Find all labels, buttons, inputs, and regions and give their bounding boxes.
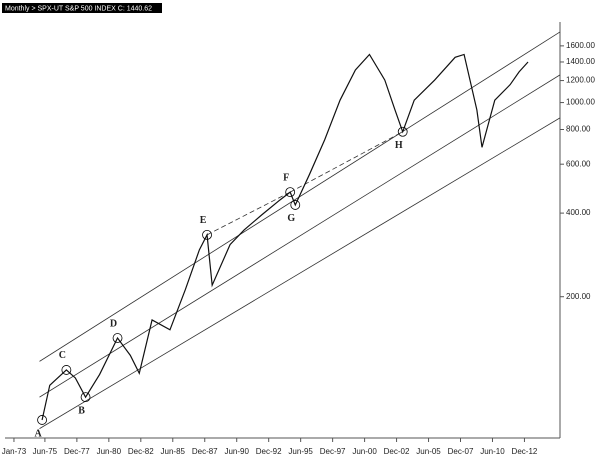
x-tick-label: Jun-05 xyxy=(416,447,441,456)
y-tick-label: 800.00 xyxy=(566,125,591,134)
annotation-circle xyxy=(112,333,123,343)
annotation-label: E xyxy=(200,215,207,226)
chart-title: Monthly > SPX-UT S&P 500 INDEX C: 1440.6… xyxy=(5,5,152,12)
x-tick-label: Dec-97 xyxy=(320,447,346,456)
x-tick-label: Dec-82 xyxy=(128,447,154,456)
trendline xyxy=(39,117,561,429)
price-line xyxy=(41,53,529,421)
y-tick-label: 400.00 xyxy=(566,208,591,217)
annotation-circle xyxy=(397,126,408,137)
annotation-label: G xyxy=(287,213,295,224)
annotation-circle xyxy=(80,392,91,403)
annotation-circle xyxy=(37,415,47,425)
x-tick-label: Dec-12 xyxy=(512,447,538,456)
x-tick-label: Jun-85 xyxy=(161,447,186,456)
x-tick-label: Dec-77 xyxy=(64,447,90,456)
annotation-label: D xyxy=(110,318,117,329)
annotation-label: F xyxy=(283,172,289,183)
annotation-label: A xyxy=(34,428,42,439)
annotation-label: H xyxy=(395,140,403,151)
y-tick-label: 1400.00 xyxy=(566,57,595,66)
trendline xyxy=(39,74,561,398)
x-tick-label: Dec-02 xyxy=(384,447,410,456)
annotation-circle xyxy=(285,187,296,198)
annotation-label: C xyxy=(59,350,66,361)
y-tick-label: 200.00 xyxy=(566,292,591,301)
x-tick-label: Jun-95 xyxy=(288,447,313,456)
x-tick-label: Jun-75 xyxy=(33,447,58,456)
x-tick-label: Jun-90 xyxy=(224,447,249,456)
x-tick-label: Dec-92 xyxy=(256,447,282,456)
x-tick-label: Jun-10 xyxy=(480,447,505,456)
x-tick-label: Dec-87 xyxy=(192,447,218,456)
y-tick-label: 600.00 xyxy=(566,159,591,168)
x-tick-label: Dec-07 xyxy=(448,447,474,456)
annotation-circle xyxy=(290,200,301,210)
x-tick-label: Jun-80 xyxy=(97,447,122,456)
annotation-circle xyxy=(202,229,212,240)
annotation-circle xyxy=(61,365,72,375)
y-tick-label: 1600.00 xyxy=(566,41,595,50)
annotation-label: B xyxy=(78,405,85,416)
y-tick-label: 1200.00 xyxy=(566,76,595,85)
y-tick-label: 1000.00 xyxy=(566,98,595,107)
header-box xyxy=(2,3,162,13)
trendline xyxy=(289,131,403,193)
x-tick-label: Jun-00 xyxy=(352,447,377,456)
trendline xyxy=(206,191,291,236)
x-tick-label: Jan-73 xyxy=(2,447,27,456)
